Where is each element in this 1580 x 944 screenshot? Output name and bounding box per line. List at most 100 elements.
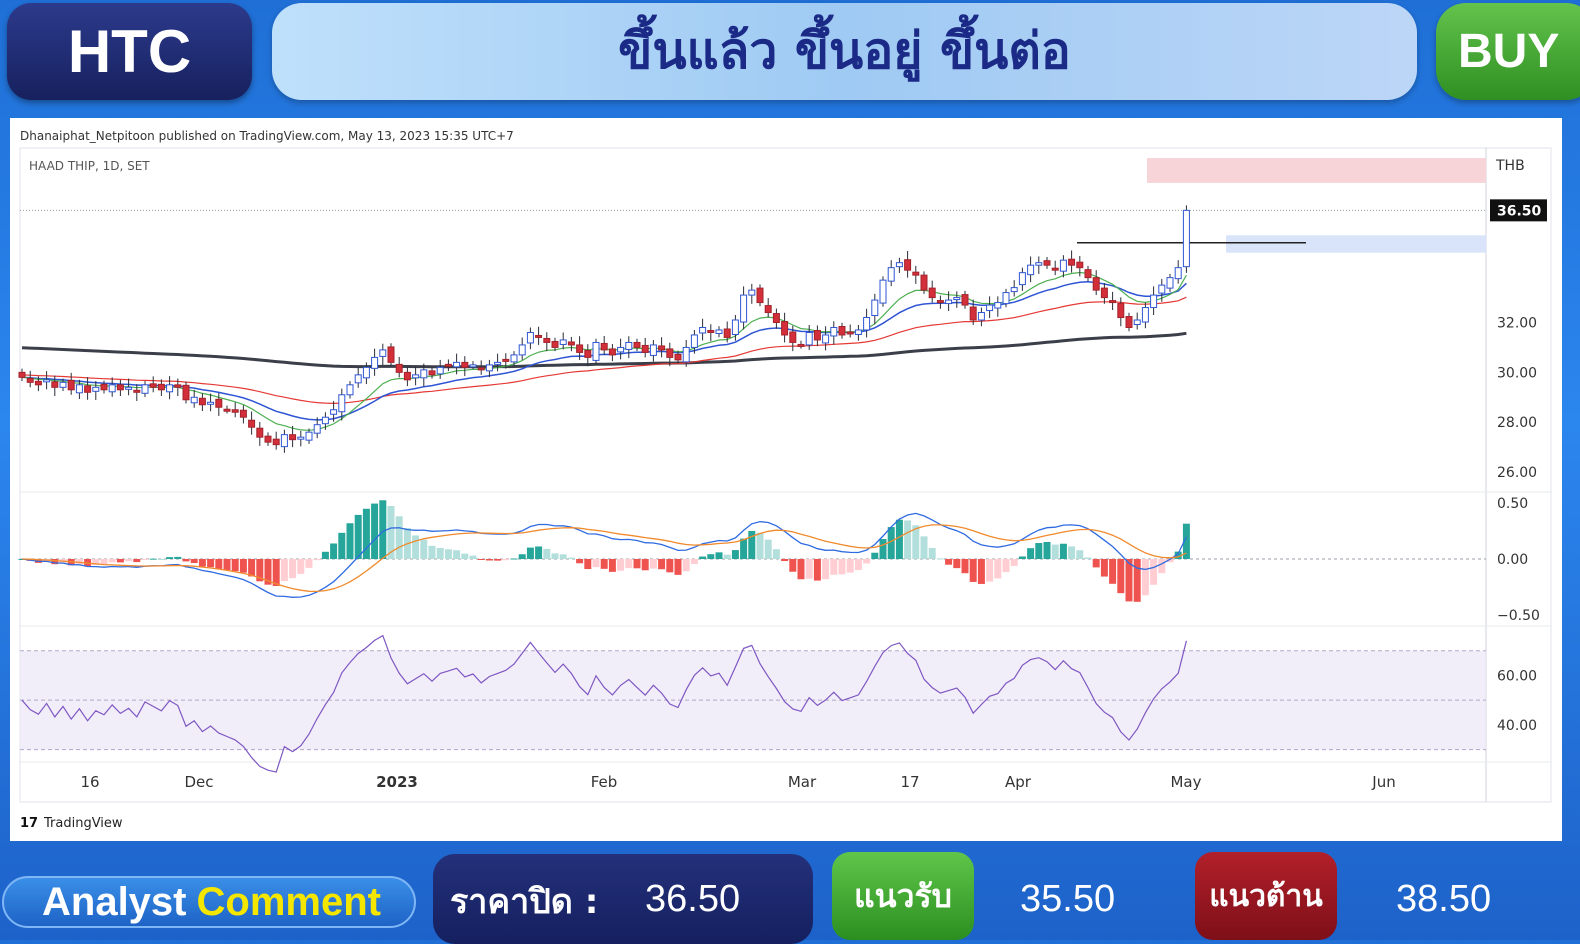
candle-body <box>1141 307 1149 323</box>
candle-body <box>461 361 469 368</box>
macd-histogram-bar <box>75 559 83 565</box>
candle-body <box>510 354 518 363</box>
rsi-axis-tick: 60.00 <box>1497 668 1537 684</box>
candle-body <box>494 361 502 365</box>
time-axis-tick: Jun <box>1371 773 1395 791</box>
macd-histogram-bar <box>723 554 731 559</box>
macd-histogram-bar <box>354 514 362 559</box>
candle-body <box>912 271 920 276</box>
macd-histogram-bar <box>321 551 329 559</box>
macd-histogram-bar <box>305 559 313 568</box>
candle-body <box>994 302 1002 309</box>
macd-histogram-bar <box>895 519 903 559</box>
candle-body <box>280 434 288 448</box>
macd-histogram-bar <box>157 558 165 560</box>
macd-histogram-bar <box>887 527 895 559</box>
candle-body <box>1174 267 1182 280</box>
macd-histogram-bar <box>526 547 534 559</box>
candle-body <box>1010 287 1018 293</box>
macd-histogram-bar <box>371 503 379 559</box>
macd-histogram-bar <box>830 559 838 575</box>
candle-body <box>576 344 584 353</box>
macd-histogram-bar <box>1059 543 1067 559</box>
candle-body <box>166 384 174 393</box>
resistance-value: 38.50 <box>1396 878 1492 920</box>
macd-histogram-bar <box>133 559 141 563</box>
macd-histogram-bar <box>559 554 567 559</box>
macd-histogram-bar <box>945 559 953 565</box>
candle-body <box>34 380 42 386</box>
macd-histogram-bar <box>280 559 288 582</box>
candle-body <box>1125 316 1133 328</box>
candle-body <box>805 331 813 346</box>
candle-body <box>92 386 100 392</box>
rsi-pane: 60.00 40.00 <box>20 634 1537 773</box>
macd-histogram-bar <box>969 559 977 582</box>
candle-body <box>887 267 895 282</box>
comment-word: Comment <box>196 879 381 924</box>
candle-body <box>1002 292 1010 305</box>
macd-axis-tick: 0.50 <box>1497 496 1528 512</box>
time-axis-tick: 17 <box>900 773 919 791</box>
ma-long-line <box>21 331 1187 369</box>
macd-histogram-bar <box>182 559 190 562</box>
macd-histogram-bar <box>813 559 821 581</box>
macd-histogram-bar <box>863 559 871 564</box>
macd-histogram-bar <box>1150 559 1158 585</box>
time-axis-tick: Dec <box>184 773 213 791</box>
candle-body <box>108 384 116 393</box>
candle-body <box>330 409 338 415</box>
candle-body <box>485 364 493 372</box>
published-line: Dhanaiphat_Netpitoon published on Tradin… <box>20 129 514 143</box>
candle-body <box>699 326 707 334</box>
macd-histogram-bar <box>838 559 846 575</box>
macd-histogram-bar <box>805 559 813 579</box>
candle-body <box>379 349 387 357</box>
macd-histogram-bar <box>215 559 223 569</box>
signal-badge: BUY <box>1436 3 1580 100</box>
macd-histogram-bar <box>1182 523 1190 559</box>
candle-body <box>854 329 862 335</box>
macd-histogram-bar <box>740 538 748 559</box>
macd-signal-line <box>21 524 1187 593</box>
macd-axis-tick: 0.00 <box>1497 552 1528 568</box>
macd-histogram-bar <box>502 559 510 561</box>
macd-histogram-bar <box>174 556 182 559</box>
candle-body <box>469 364 477 368</box>
candle-body <box>559 339 567 345</box>
macd-histogram-bar <box>977 559 985 584</box>
macd-histogram-bar <box>248 559 256 577</box>
candle-body <box>248 419 256 428</box>
candle-body <box>157 383 165 391</box>
candle-body <box>682 346 690 363</box>
macd-histogram-bar <box>1018 556 1026 559</box>
candle-body <box>133 389 141 393</box>
candle-body <box>502 358 510 362</box>
macd-histogram-bar <box>231 559 239 572</box>
candle-body <box>1051 267 1059 271</box>
candle-body <box>584 349 592 358</box>
candle-body <box>961 294 969 306</box>
macd-histogram-bar <box>633 559 641 569</box>
candle-body <box>690 334 698 348</box>
macd-histogram-bar <box>822 559 830 580</box>
candle-body <box>838 325 846 336</box>
macd-histogram-bar <box>510 558 518 560</box>
candle-body <box>436 366 444 375</box>
macd-histogram-bar <box>1117 559 1125 594</box>
macd-histogram-bar <box>1109 559 1117 584</box>
macd-histogram-bar <box>1076 550 1084 559</box>
macd-histogram-bar <box>772 549 780 559</box>
price-axis-tick: 28.00 <box>1497 415 1537 431</box>
candle-body <box>674 353 682 361</box>
candle-body <box>182 384 190 401</box>
candle-body <box>354 374 362 384</box>
candle-body <box>100 383 108 391</box>
macd-histogram-bar <box>149 558 157 560</box>
macd-histogram-bar <box>789 559 797 572</box>
candle-body <box>649 344 657 356</box>
candle-body <box>535 334 543 338</box>
tradingview-logo: 17 TradingView <box>20 816 123 831</box>
candle-body <box>928 287 936 299</box>
candle-body <box>1133 319 1141 326</box>
